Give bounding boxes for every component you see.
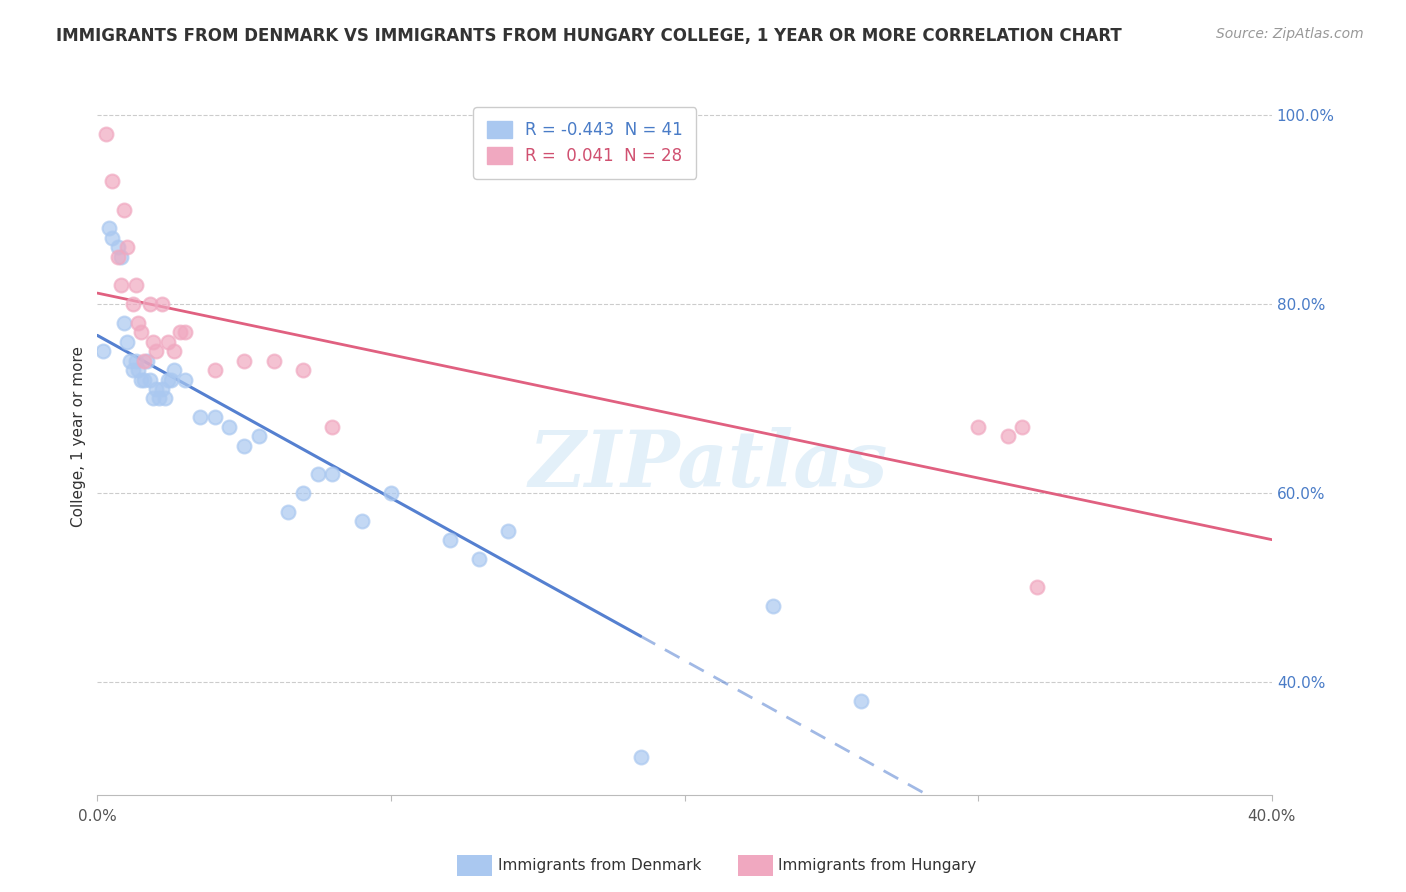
Point [145,344,167,359]
Point [1011,419,1033,434]
Point [118,353,141,368]
Text: Immigrants from Denmark: Immigrants from Denmark [498,858,702,872]
Point [112,316,135,330]
Legend: R = -0.443  N = 41, R =  0.041  N = 28: R = -0.443 N = 41, R = 0.041 N = 28 [474,107,696,178]
Point [153,392,176,406]
Point [91,344,114,359]
Point [163,344,186,359]
Text: Immigrants from Hungary: Immigrants from Hungary [778,858,976,872]
Point [124,278,146,293]
Point [121,363,143,377]
Point [169,326,191,340]
Point [115,240,138,254]
Point [159,372,181,386]
Point [439,533,461,547]
Text: ZIPatlas: ZIPatlas [529,426,887,503]
Point [468,552,491,566]
Text: Source: ZipAtlas.com: Source: ZipAtlas.com [1216,27,1364,41]
Point [247,429,270,443]
Point [110,250,132,264]
Point [277,505,299,519]
Point [307,467,329,481]
Point [142,334,165,349]
Point [1026,580,1049,594]
Point [98,221,121,235]
Point [96,127,118,141]
Point [321,419,343,434]
Point [136,353,159,368]
Point [350,514,373,528]
Point [188,410,211,425]
Text: 0.0%: 0.0% [77,809,117,824]
Point [142,392,165,406]
Point [148,392,170,406]
Point [630,750,652,764]
Point [204,363,226,377]
Text: 40.0%: 40.0% [1247,809,1296,824]
Point [134,372,156,386]
Point [107,240,129,254]
Point [127,316,149,330]
Point [150,382,173,396]
Point [263,353,285,368]
Point [127,363,149,377]
Point [380,485,402,500]
Point [139,297,162,311]
Point [139,372,162,386]
Point [110,278,132,293]
Point [156,372,179,386]
Point [174,326,197,340]
Y-axis label: College, 1 year or more: College, 1 year or more [72,346,86,526]
Point [321,467,343,481]
Point [163,363,186,377]
Point [498,524,520,538]
Point [233,439,256,453]
Point [134,353,156,368]
Point [849,693,872,707]
Point [233,353,256,368]
Point [101,174,124,188]
Point [107,250,129,264]
Point [967,419,990,434]
Point [131,372,153,386]
Point [291,485,314,500]
Point [156,334,179,349]
Point [150,297,173,311]
Point [101,231,124,245]
Point [121,297,143,311]
Point [131,326,153,340]
Point [204,410,226,425]
Point [174,372,197,386]
Point [997,429,1019,443]
Point [145,382,167,396]
Text: IMMIGRANTS FROM DENMARK VS IMMIGRANTS FROM HUNGARY COLLEGE, 1 YEAR OR MORE CORRE: IMMIGRANTS FROM DENMARK VS IMMIGRANTS FR… [56,27,1122,45]
Point [115,334,138,349]
Point [112,202,135,217]
Point [218,419,240,434]
Point [291,363,314,377]
Point [124,353,146,368]
Point [762,599,785,613]
